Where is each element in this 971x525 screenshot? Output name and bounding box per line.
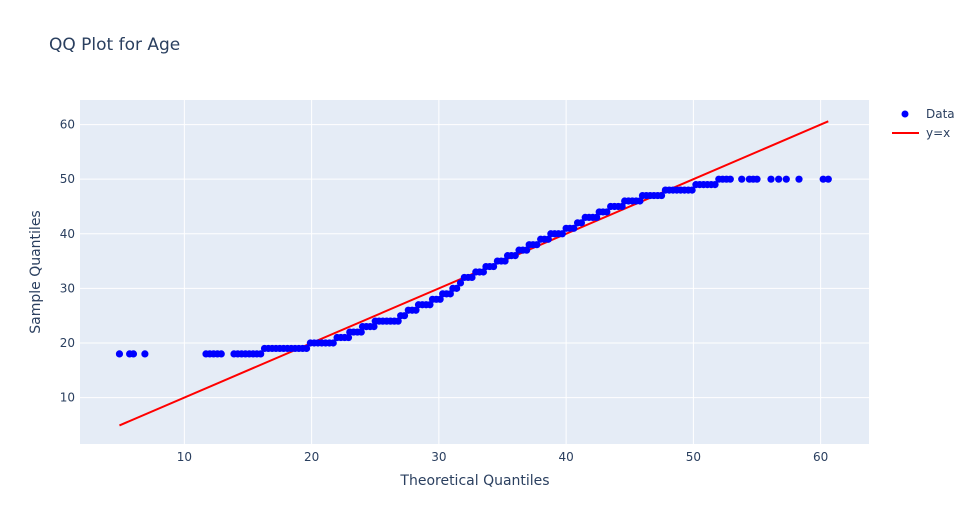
data-point[interactable]: [394, 317, 402, 325]
data-point[interactable]: [726, 175, 734, 183]
data-point[interactable]: [426, 301, 434, 309]
data-point[interactable]: [544, 235, 552, 243]
x-tick-label: 60: [813, 450, 828, 464]
data-point[interactable]: [523, 246, 531, 254]
data-point[interactable]: [370, 323, 378, 331]
data-point[interactable]: [141, 350, 149, 358]
x-tick-label: 50: [686, 450, 701, 464]
x-axis-ticks: 10 20 30 40 50 60: [177, 450, 829, 464]
y-tick-label: 40: [60, 227, 75, 241]
x-tick-label: 20: [304, 450, 319, 464]
data-point[interactable]: [570, 224, 578, 232]
data-point[interactable]: [329, 339, 337, 347]
y-tick-label: 20: [60, 336, 75, 350]
legend: Data y=x: [892, 107, 955, 140]
x-tick-label: 40: [558, 450, 573, 464]
y-tick-label: 50: [60, 172, 75, 186]
data-point[interactable]: [558, 230, 566, 238]
data-point[interactable]: [819, 175, 827, 183]
data-point[interactable]: [593, 213, 601, 221]
data-point[interactable]: [753, 175, 761, 183]
data-point[interactable]: [795, 175, 803, 183]
data-points: [115, 175, 832, 358]
data-point[interactable]: [453, 284, 461, 292]
legend-line-label[interactable]: y=x: [926, 126, 950, 140]
data-point[interactable]: [357, 328, 365, 336]
legend-data-label[interactable]: Data: [926, 107, 955, 121]
grid-lines: [80, 100, 869, 444]
data-point[interactable]: [711, 181, 719, 189]
data-point[interactable]: [775, 175, 783, 183]
data-point[interactable]: [636, 197, 644, 205]
data-point[interactable]: [489, 262, 498, 271]
data-point[interactable]: [782, 175, 790, 183]
data-point[interactable]: [468, 273, 476, 282]
y-axis-title: Sample Quantiles: [28, 210, 44, 333]
x-tick-label: 10: [177, 450, 192, 464]
data-point[interactable]: [533, 241, 541, 249]
data-point[interactable]: [657, 191, 666, 200]
x-axis-title: Theoretical Quantiles: [399, 473, 549, 489]
data-point[interactable]: [257, 350, 265, 358]
chart-title: QQ Plot for Age: [49, 35, 180, 55]
data-point[interactable]: [603, 208, 611, 216]
data-point[interactable]: [302, 344, 311, 353]
y-axis-ticks: 10 20 30 40 50 60: [60, 118, 75, 405]
data-point[interactable]: [501, 257, 509, 265]
data-point[interactable]: [115, 350, 124, 358]
data-point[interactable]: [738, 175, 746, 183]
data-point[interactable]: [511, 252, 519, 260]
y-tick-label: 30: [60, 281, 75, 295]
data-point[interactable]: [456, 279, 465, 287]
data-point[interactable]: [618, 202, 626, 211]
x-tick-label: 30: [431, 450, 446, 464]
data-point[interactable]: [344, 333, 353, 342]
data-point[interactable]: [479, 268, 488, 276]
data-point[interactable]: [412, 306, 420, 314]
data-point[interactable]: [217, 350, 225, 358]
y-tick-label: 10: [60, 391, 75, 405]
data-point[interactable]: [577, 219, 585, 227]
data-point[interactable]: [446, 290, 454, 298]
data-point[interactable]: [400, 312, 409, 320]
y-tick-label: 60: [60, 118, 75, 132]
data-point[interactable]: [129, 350, 138, 358]
data-point[interactable]: [767, 175, 775, 183]
data-point[interactable]: [824, 175, 832, 183]
legend-data-marker: [901, 110, 909, 118]
data-point[interactable]: [688, 186, 696, 194]
data-point[interactable]: [436, 295, 444, 303]
